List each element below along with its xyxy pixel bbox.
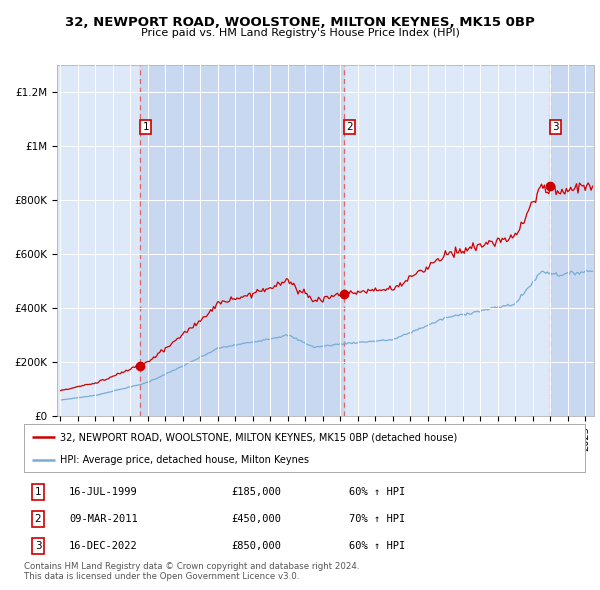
Bar — [140, 65, 344, 416]
Text: 2: 2 — [35, 514, 41, 525]
Text: 16-DEC-2022: 16-DEC-2022 — [69, 542, 137, 552]
Text: 60% ↑ HPI: 60% ↑ HPI — [349, 487, 406, 497]
Text: 2: 2 — [346, 122, 353, 132]
Text: 60% ↑ HPI: 60% ↑ HPI — [349, 542, 406, 552]
Text: £850,000: £850,000 — [232, 542, 281, 552]
Text: HPI: Average price, detached house, Milton Keynes: HPI: Average price, detached house, Milt… — [61, 455, 310, 466]
Text: 3: 3 — [35, 542, 41, 552]
Text: £450,000: £450,000 — [232, 514, 281, 525]
Text: 32, NEWPORT ROAD, WOOLSTONE, MILTON KEYNES, MK15 0BP (detached house): 32, NEWPORT ROAD, WOOLSTONE, MILTON KEYN… — [61, 432, 458, 442]
Text: Price paid vs. HM Land Registry's House Price Index (HPI): Price paid vs. HM Land Registry's House … — [140, 28, 460, 38]
Text: 09-MAR-2011: 09-MAR-2011 — [69, 514, 137, 525]
Text: Contains HM Land Registry data © Crown copyright and database right 2024.
This d: Contains HM Land Registry data © Crown c… — [24, 562, 359, 581]
Text: 70% ↑ HPI: 70% ↑ HPI — [349, 514, 406, 525]
Text: 1: 1 — [35, 487, 41, 497]
Text: £185,000: £185,000 — [232, 487, 281, 497]
Text: 32, NEWPORT ROAD, WOOLSTONE, MILTON KEYNES, MK15 0BP: 32, NEWPORT ROAD, WOOLSTONE, MILTON KEYN… — [65, 16, 535, 29]
Text: 1: 1 — [143, 122, 149, 132]
Text: 16-JUL-1999: 16-JUL-1999 — [69, 487, 137, 497]
Bar — [550, 65, 594, 416]
Text: 3: 3 — [552, 122, 559, 132]
